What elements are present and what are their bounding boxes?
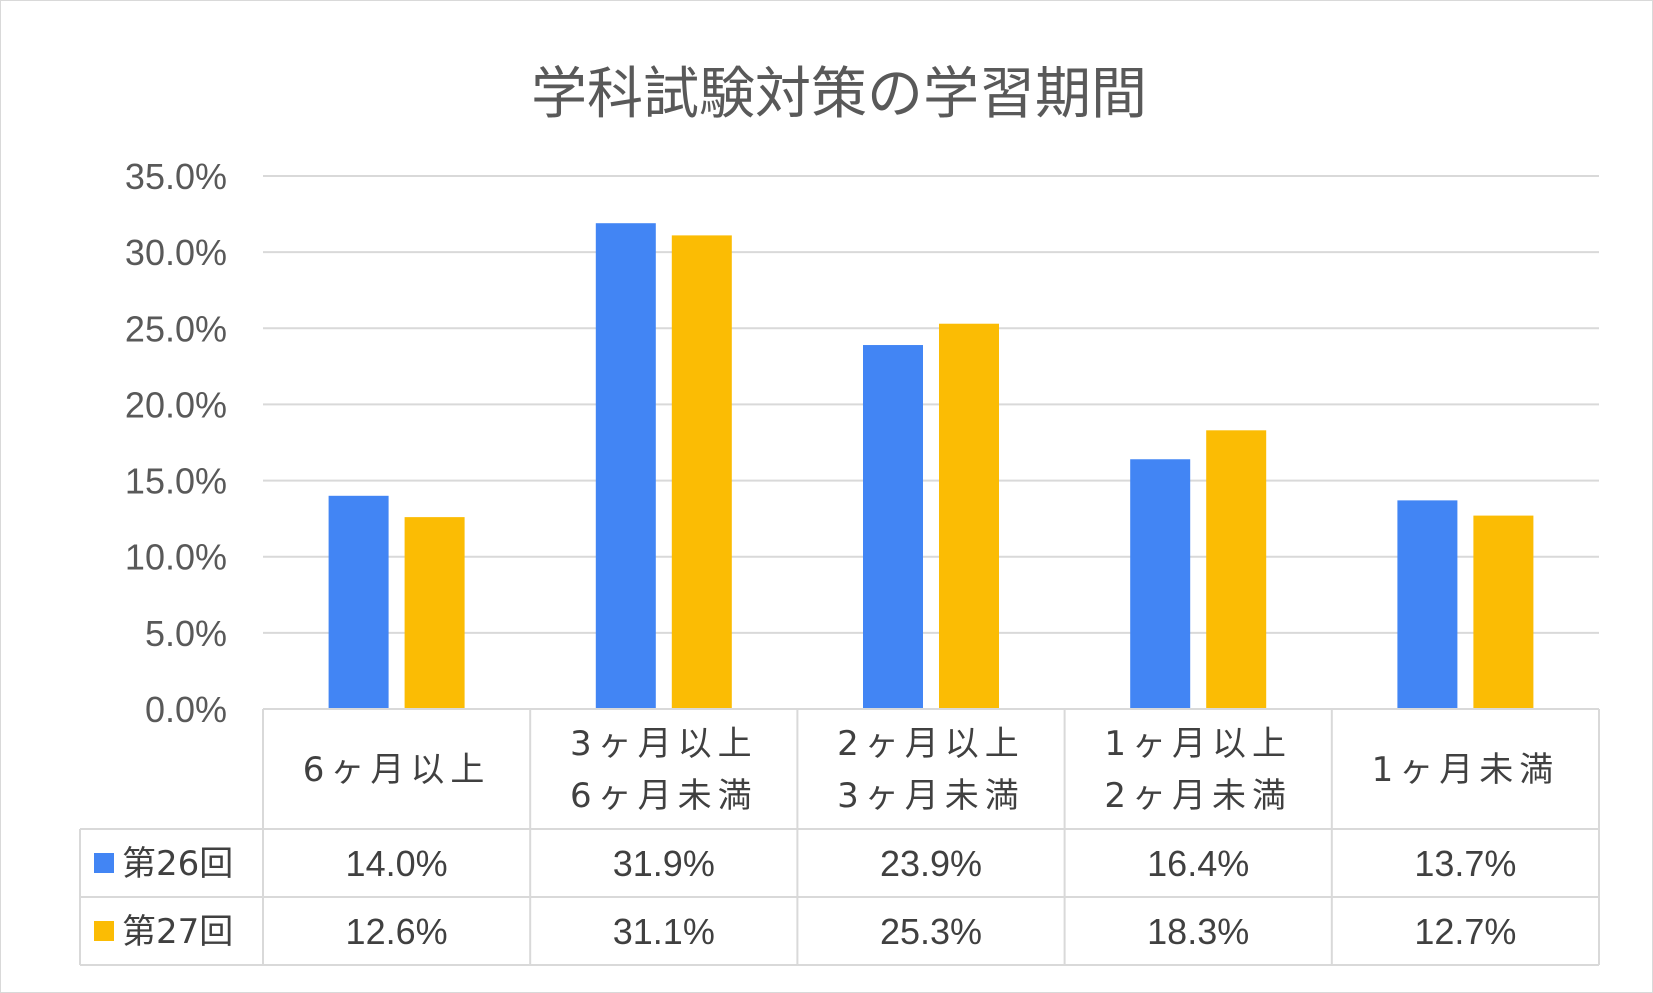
- data-label: 12.7%: [1414, 911, 1516, 952]
- bar-1-1: [328, 495, 389, 709]
- bar-1-4: [1130, 459, 1191, 709]
- data-label: 31.9%: [613, 843, 715, 884]
- data-label: 13.7%: [1414, 843, 1516, 884]
- legend-label: 第27回: [122, 912, 233, 952]
- y-tick-label: 35.0%: [125, 156, 227, 197]
- category-label: 6ヶ月以上: [303, 750, 491, 790]
- bar-1-3: [863, 345, 923, 709]
- data-label: 12.6%: [346, 911, 448, 952]
- bar-2-4: [1206, 430, 1267, 709]
- category-label: 3ヶ月以上 6ヶ月未満: [570, 724, 758, 816]
- bar-1-2: [595, 223, 656, 710]
- legend-swatch: [94, 853, 114, 873]
- y-tick-label: 0.0%: [145, 689, 227, 730]
- bar-1-5: [1397, 500, 1458, 709]
- bar-2-2: [671, 235, 732, 710]
- gridlines: [263, 175, 1599, 634]
- data-label: 16.4%: [1147, 843, 1249, 884]
- y-tick-label: 15.0%: [125, 461, 227, 502]
- y-tick-label: 30.0%: [125, 232, 227, 273]
- category-label: 1ヶ月未満: [1372, 750, 1560, 790]
- y-tick-label: 5.0%: [145, 613, 227, 654]
- legend-swatch: [94, 921, 114, 941]
- data-table: 6ヶ月以上 3ヶ月以上 6ヶ月未満 2ヶ月以上 3ヶ月未満 1ヶ月以上 2ヶ月未満 1ヶ月未満…: [79, 708, 1600, 966]
- legend-label: 第26回: [122, 844, 233, 884]
- chart-title: 学科試験対策の学習期間: [531, 62, 1147, 127]
- bar-2-5: [1473, 515, 1534, 709]
- bars: [328, 223, 1534, 710]
- category-label: 1ヶ月以上 2ヶ月未満: [1104, 724, 1292, 816]
- category-label: 2ヶ月以上 3ヶ月未満: [837, 724, 1025, 816]
- data-label: 18.3%: [1147, 911, 1249, 952]
- y-tick-label: 20.0%: [125, 384, 227, 425]
- data-label: 23.9%: [880, 843, 982, 884]
- data-label: 25.3%: [880, 911, 982, 952]
- y-tick-label: 10.0%: [125, 537, 227, 578]
- bar-2-3: [939, 323, 999, 709]
- data-label: 31.1%: [613, 911, 715, 952]
- bar-2-1: [404, 517, 465, 709]
- data-label: 14.0%: [346, 843, 448, 884]
- y-axis-ticks: 0.0% 5.0% 10.0% 15.0% 20.0% 25.0% 30.0% 35.0%: [125, 156, 227, 730]
- y-tick-label: 25.0%: [125, 308, 227, 349]
